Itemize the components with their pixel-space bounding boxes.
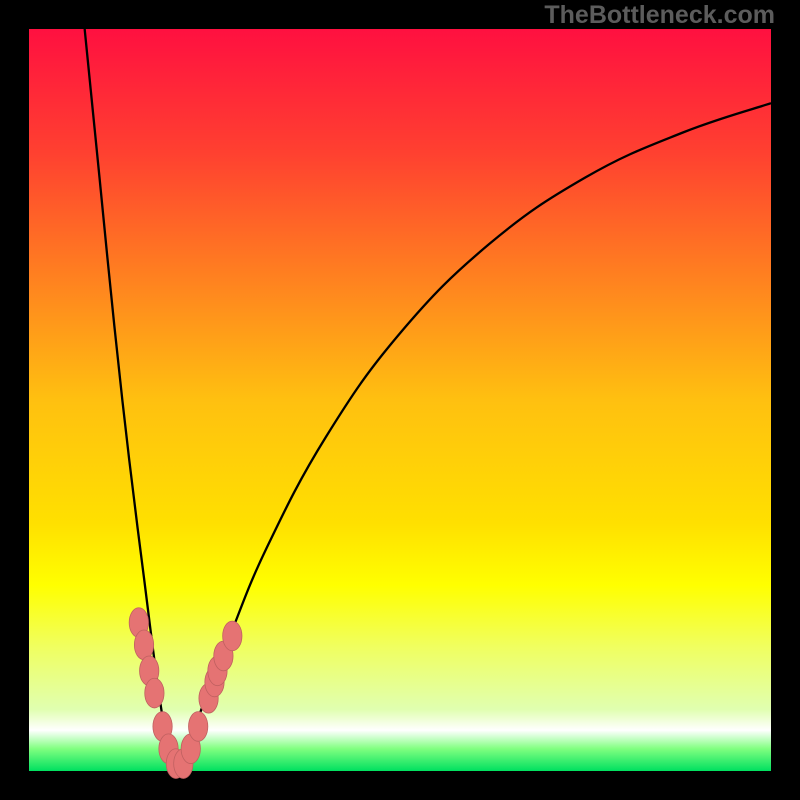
watermark-text: TheBottleneck.com	[544, 1, 775, 30]
data-markers	[129, 608, 242, 779]
curve-left	[85, 29, 176, 771]
curve-right	[176, 103, 771, 771]
data-marker	[145, 678, 164, 708]
data-marker	[189, 712, 208, 742]
data-marker	[134, 630, 153, 660]
chart-svg	[29, 29, 771, 771]
data-marker	[223, 621, 242, 651]
chart-root: TheBottleneck.com	[0, 0, 800, 800]
chart-plot-area	[29, 29, 771, 771]
